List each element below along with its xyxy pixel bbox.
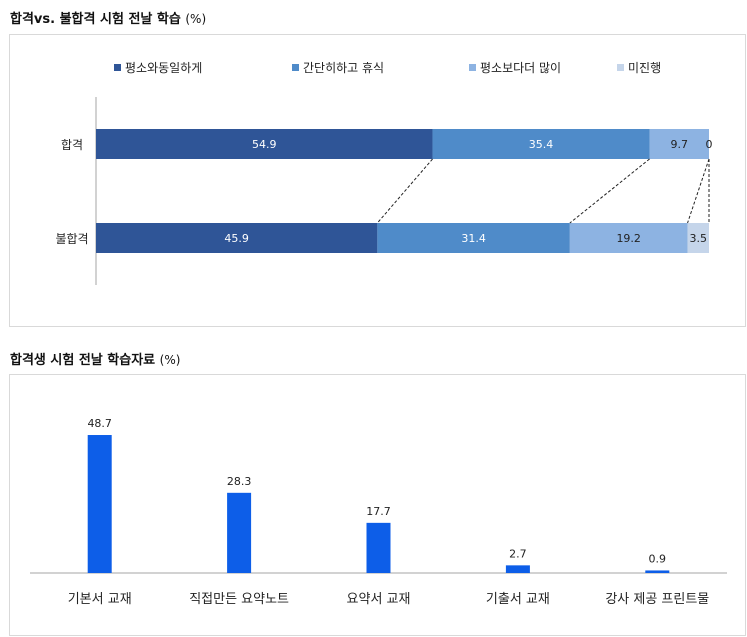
legend-label-0: 평소와동일하게 [125, 61, 202, 75]
column-bar-1 [227, 492, 252, 573]
chart2-title-text: 합격생 시험 전날 학습자료 [10, 353, 156, 368]
data-label-1-3: 3.5 [690, 232, 708, 245]
bar-segment-0-0 [96, 129, 433, 159]
legend-label-3: 미진행 [628, 60, 661, 75]
bar-segment-1-1 [377, 223, 570, 253]
column-value-1: 28.3 [227, 475, 252, 488]
chart2-title: 합격생 시험 전날 학습자료 (%) [10, 349, 180, 368]
bar-segment-1-0 [96, 223, 378, 253]
legend-label-1: 간단히하고 휴식 [303, 61, 384, 75]
bar-segment-1-2 [569, 223, 688, 253]
column-bar-4 [645, 570, 670, 573]
bar-segment-1-3 [687, 223, 709, 253]
data-label-0-3: 0 [706, 138, 713, 151]
legend-swatch-0 [114, 64, 121, 71]
category-label-0: 합격 [61, 138, 83, 152]
legend-swatch-3 [617, 64, 624, 71]
bar-segment-0-1 [432, 129, 650, 159]
column-bar-2 [366, 522, 391, 573]
connector-line-2 [687, 158, 710, 224]
column-category-1: 직접만든 요약노트 [189, 592, 289, 607]
legend-swatch-2 [469, 64, 476, 71]
column-bar-chart: 48.7 기본서 교재 28.3 직접만든 요약노트 17.7 요약서 교재 2.7 기출서 … [30, 417, 727, 607]
bar-segment-0-2 [649, 129, 709, 159]
column-value-2: 17.7 [366, 505, 391, 518]
column-value-0: 48.7 [87, 417, 112, 430]
data-label-1-1: 31.4 [461, 232, 486, 245]
column-bar-0 [87, 435, 112, 573]
legend-swatch-1 [292, 64, 299, 71]
column-bar-3 [505, 565, 530, 573]
chart2-unit: (%) [159, 353, 181, 367]
chart2-panel: 48.7 기본서 교재 28.3 직접만든 요약노트 17.7 요약서 교재 2.7 기출서 … [9, 374, 746, 636]
column-category-0: 기본서 교재 [68, 592, 132, 607]
column-category-3: 기출서 교재 [486, 592, 550, 607]
connector-line-0 [376, 158, 433, 224]
chart1-unit: (%) [185, 12, 207, 26]
data-label-1-2: 19.2 [616, 232, 641, 245]
chart1-title-text: 합격vs. 불합격 시험 전날 학습 [10, 12, 181, 27]
legend-label-2: 평소보다더 많이 [480, 61, 561, 75]
data-label-0-1: 35.4 [529, 138, 554, 151]
data-label-0-0: 54.9 [252, 138, 277, 151]
column-category-2: 요약서 교재 [347, 592, 411, 607]
data-label-1-0: 45.9 [224, 232, 249, 245]
column-value-3: 2.7 [509, 547, 527, 560]
category-label-1: 불합격 [55, 232, 88, 246]
connector-line-1 [569, 158, 650, 224]
data-label-0-2: 9.7 [671, 138, 689, 151]
column-category-4: 강사 제공 프린트물 [605, 592, 709, 607]
chart1-title: 합격vs. 불합격 시험 전날 학습 (%) [10, 8, 206, 27]
column-value-4: 0.9 [649, 552, 667, 565]
